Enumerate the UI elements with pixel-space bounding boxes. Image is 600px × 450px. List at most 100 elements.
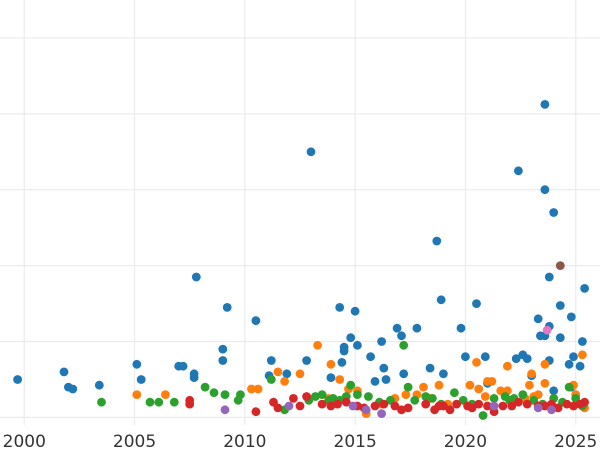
data-point [540,401,550,411]
data-point [185,399,195,409]
data-point [533,403,543,413]
data-point [189,369,199,379]
data-point [452,399,461,409]
data-point [353,390,362,399]
data-point [580,397,589,407]
data-point [421,399,431,409]
data-point [295,401,305,411]
data-point [218,356,228,365]
data-point [13,375,22,384]
data-point [132,359,142,369]
data-point [553,403,563,413]
data-point [311,392,320,401]
data-point [97,397,106,407]
data-point [439,369,448,379]
x-tick-label: 2020 [444,432,487,450]
data-point [348,401,358,411]
data-point [251,407,261,417]
data-point [350,306,360,316]
data-point [483,401,492,411]
data-point [527,369,536,379]
data-point [487,377,497,386]
data-point [370,401,380,411]
x-tick-label: 2025 [554,432,597,450]
data-point [284,401,294,411]
x-tick-label: 2005 [113,432,156,450]
data-point [403,403,413,413]
data-point [450,388,459,398]
data-point [525,380,534,390]
data-point [302,392,311,401]
data-point [472,358,481,367]
data-point [377,409,386,418]
data-point [273,403,283,413]
data-points [13,100,589,420]
data-point [489,394,499,403]
data-point [390,401,400,411]
data-point [326,401,336,411]
data-point [555,261,565,270]
data-point [399,340,409,350]
data-point [132,390,142,399]
data-point [247,384,256,394]
data-point [253,384,263,394]
data-point [145,397,155,407]
data-point [507,401,517,411]
data-point [480,352,490,362]
data-point [379,399,389,409]
data-point [533,314,543,324]
data-point [461,352,470,362]
data-point [339,342,349,352]
data-point [564,359,574,369]
data-point [306,147,316,157]
data-point [346,380,356,390]
data-point [522,354,532,363]
data-point [335,375,345,384]
data-point [566,312,576,322]
data-point [540,359,550,369]
data-point [364,392,373,401]
data-point [511,354,521,363]
data-point [317,399,327,409]
x-tick-label: 2010 [223,432,266,450]
data-point [544,272,554,282]
data-point [467,403,477,413]
data-point [434,380,444,390]
data-point [514,397,523,407]
x-tick-label: 2000 [3,432,46,450]
data-point [575,361,585,371]
data-point [236,390,245,399]
data-point [94,380,104,390]
data-point [547,405,556,415]
data-point [136,375,146,384]
data-point [220,405,230,415]
data-point [379,363,389,373]
data-point [403,382,413,392]
data-point [474,399,484,409]
data-point [377,337,386,346]
data-point [472,299,481,308]
data-point [317,390,327,399]
data-point [282,369,292,379]
data-point [366,352,375,362]
data-point [555,333,565,343]
data-point [191,272,201,282]
data-point [266,375,276,384]
data-point [549,208,559,217]
data-point [578,337,587,346]
data-point [522,399,532,409]
data-point [370,377,380,386]
x-tick-label: 2015 [334,432,377,450]
data-point [540,100,550,109]
data-point [169,397,179,407]
data-point [161,390,170,399]
data-point [465,380,475,390]
data-point [59,367,69,377]
data-point [346,333,356,343]
data-point [341,397,351,407]
data-point [361,405,371,415]
data-point [428,394,437,403]
data-point [498,401,508,411]
